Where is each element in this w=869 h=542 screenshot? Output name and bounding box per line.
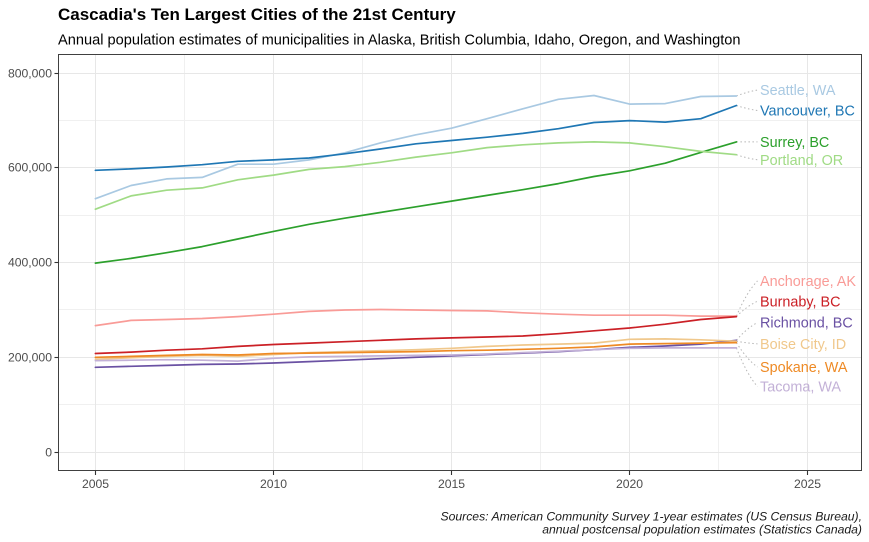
svg-text:Annual population estimates of: Annual population estimates of municipal… [58, 33, 741, 49]
svg-text:2020: 2020 [616, 477, 643, 491]
svg-text:Cascadia's Ten Largest Cities: Cascadia's Ten Largest Cities of the 21s… [58, 5, 456, 24]
svg-text:Boise City, ID: Boise City, ID [760, 337, 846, 353]
svg-text:2005: 2005 [82, 477, 109, 491]
svg-text:Burnaby, BC: Burnaby, BC [760, 294, 841, 310]
svg-text:2025: 2025 [794, 477, 821, 491]
svg-text:600,000: 600,000 [8, 161, 52, 175]
svg-text:400,000: 400,000 [8, 256, 52, 270]
svg-text:Spokane, WA: Spokane, WA [760, 360, 848, 376]
svg-text:2015: 2015 [438, 477, 465, 491]
svg-text:0: 0 [45, 446, 52, 460]
svg-text:annual postcensal population e: annual postcensal population estimates (… [542, 523, 862, 537]
svg-text:Richmond, BC: Richmond, BC [760, 316, 853, 332]
svg-text:Sources: American Community Su: Sources: American Community Survey 1-yea… [440, 510, 862, 524]
svg-text:Tacoma, WA: Tacoma, WA [760, 380, 841, 396]
svg-text:2010: 2010 [260, 477, 287, 491]
svg-text:200,000: 200,000 [8, 351, 52, 365]
svg-text:Vancouver, BC: Vancouver, BC [760, 104, 855, 120]
svg-text:Seattle, WA: Seattle, WA [760, 83, 836, 99]
svg-text:800,000: 800,000 [8, 67, 52, 81]
svg-text:Surrey, BC: Surrey, BC [760, 135, 829, 151]
svg-text:Anchorage, AK: Anchorage, AK [760, 274, 856, 290]
svg-text:Portland, OR: Portland, OR [760, 153, 843, 169]
